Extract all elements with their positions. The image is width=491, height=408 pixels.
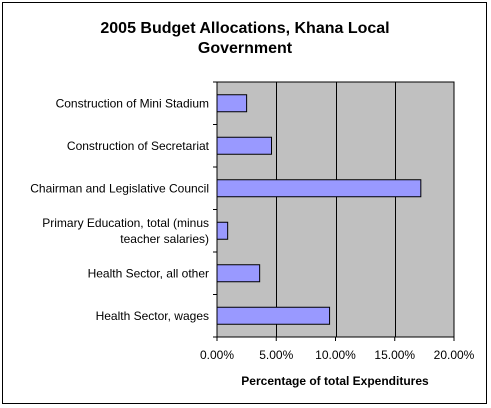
chart-title-line-1: 2005 Budget Allocations, Khana Local — [100, 20, 389, 37]
category-label-1: Construction of Secretariat — [67, 139, 210, 153]
category-label-4: Health Sector, all other — [88, 266, 209, 280]
bar-5 — [216, 306, 331, 325]
budget-bar-chart: 2005 Budget Allocations, Khana Local Gov… — [30, 20, 475, 388]
category-label-0: Construction of Mini Stadium — [56, 96, 209, 110]
x-tick-label-2: 10.00% — [315, 348, 356, 362]
x-tick-label-4: 20.00% — [434, 348, 475, 362]
chart-title-line-2: Government — [198, 40, 293, 57]
x-axis-ticks: 0.00% 5.00% 10.00% 15.00% 20.00% — [200, 337, 475, 362]
category-label-3-line-0: Primary Education, total (minus — [42, 216, 209, 230]
plot-area — [216, 81, 455, 338]
category-label-5: Health Sector, wages — [96, 309, 209, 323]
x-tick-label-0: 0.00% — [200, 348, 234, 362]
chart-frame: 2005 Budget Allocations, Khana Local Gov… — [2, 2, 487, 404]
bars — [216, 94, 422, 325]
x-axis-title: Percentage of total Expenditures — [241, 374, 429, 388]
bar-4 — [216, 264, 261, 283]
category-label-2: Chairman and Legislative Council — [30, 181, 209, 195]
bar-3 — [216, 221, 229, 240]
category-label-3-line-1: teacher salaries) — [120, 232, 209, 246]
bar-0 — [216, 94, 248, 113]
bar-1 — [216, 136, 273, 155]
category-labels: Construction of Mini Stadium Construction… — [30, 81, 217, 338]
x-tick-label-1: 5.00% — [259, 348, 293, 362]
gridlines — [276, 82, 396, 337]
bar-2 — [216, 179, 422, 198]
x-tick-label-3: 15.00% — [374, 348, 415, 362]
